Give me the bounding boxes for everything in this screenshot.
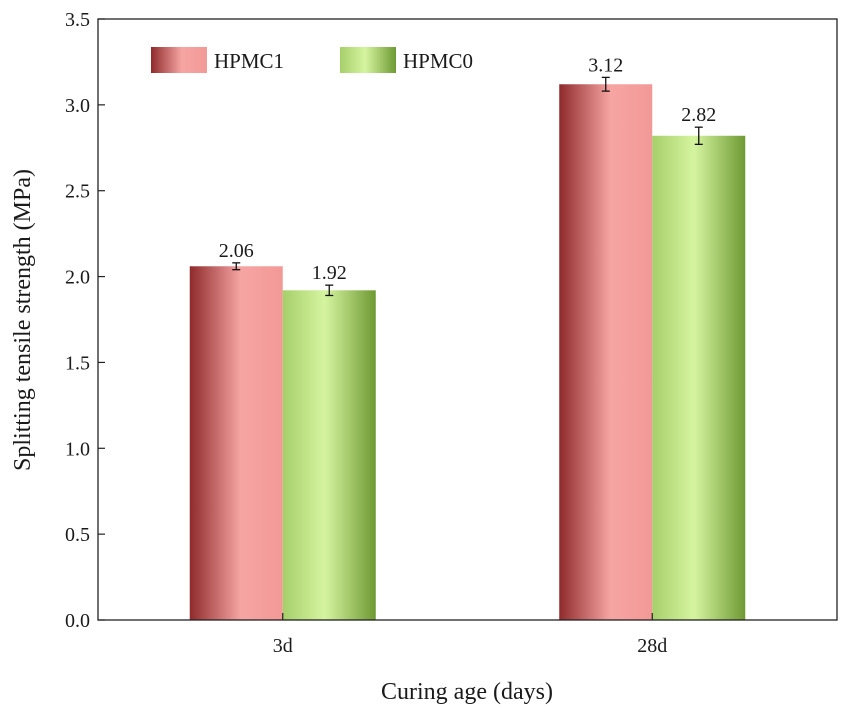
error-bar: [694, 126, 703, 146]
error-bars-group: [232, 76, 703, 297]
bar-hpmc1-28d: [559, 84, 653, 621]
bars-group: [189, 84, 746, 621]
x-axis-title: Curing age (days): [381, 679, 553, 705]
y-tick-label: 0.5: [65, 524, 90, 546]
error-bar: [232, 262, 241, 271]
y-tick-label: 2.0: [65, 267, 90, 289]
error-bar: [325, 284, 334, 297]
data-label: 1.92: [312, 262, 347, 284]
y-tick-label: 2.5: [65, 181, 90, 203]
y-axis: 0.0 0.5 1.0 1.5 2.0 2.5 3.0 3.5: [65, 9, 105, 632]
data-label: 2.82: [681, 104, 716, 126]
bar-hpmc0-28d: [652, 135, 746, 620]
legend-swatch-hpmc0: [340, 47, 396, 73]
plot-frame: [97, 18, 838, 621]
data-labels-group: 2.06 1.92 3.12 2.82: [219, 54, 717, 284]
legend: HPMC1 HPMC0: [151, 47, 473, 73]
legend-swatch-hpmc1: [151, 47, 207, 73]
legend-label-hpmc1: HPMC1: [214, 49, 284, 73]
x-tick-label: 28d: [637, 635, 667, 657]
x-tick-label: 3d: [273, 635, 293, 657]
data-label: 2.06: [219, 240, 254, 262]
legend-label-hpmc0: HPMC0: [403, 49, 473, 73]
y-tick-label: 1.0: [65, 438, 90, 460]
data-label: 3.12: [588, 54, 623, 76]
bar-hpmc0-3d: [282, 290, 376, 620]
bar-hpmc1-3d: [189, 266, 283, 620]
error-bar: [601, 76, 610, 92]
x-axis: 3d 28d: [273, 613, 667, 657]
y-tick-label: 3.5: [65, 9, 90, 31]
y-axis-title: Splitting tensile strength (MPa): [10, 169, 36, 471]
y-tick-label: 3.0: [65, 95, 90, 117]
y-tick-label: 0.0: [65, 610, 90, 632]
y-tick-label: 1.5: [65, 352, 90, 374]
